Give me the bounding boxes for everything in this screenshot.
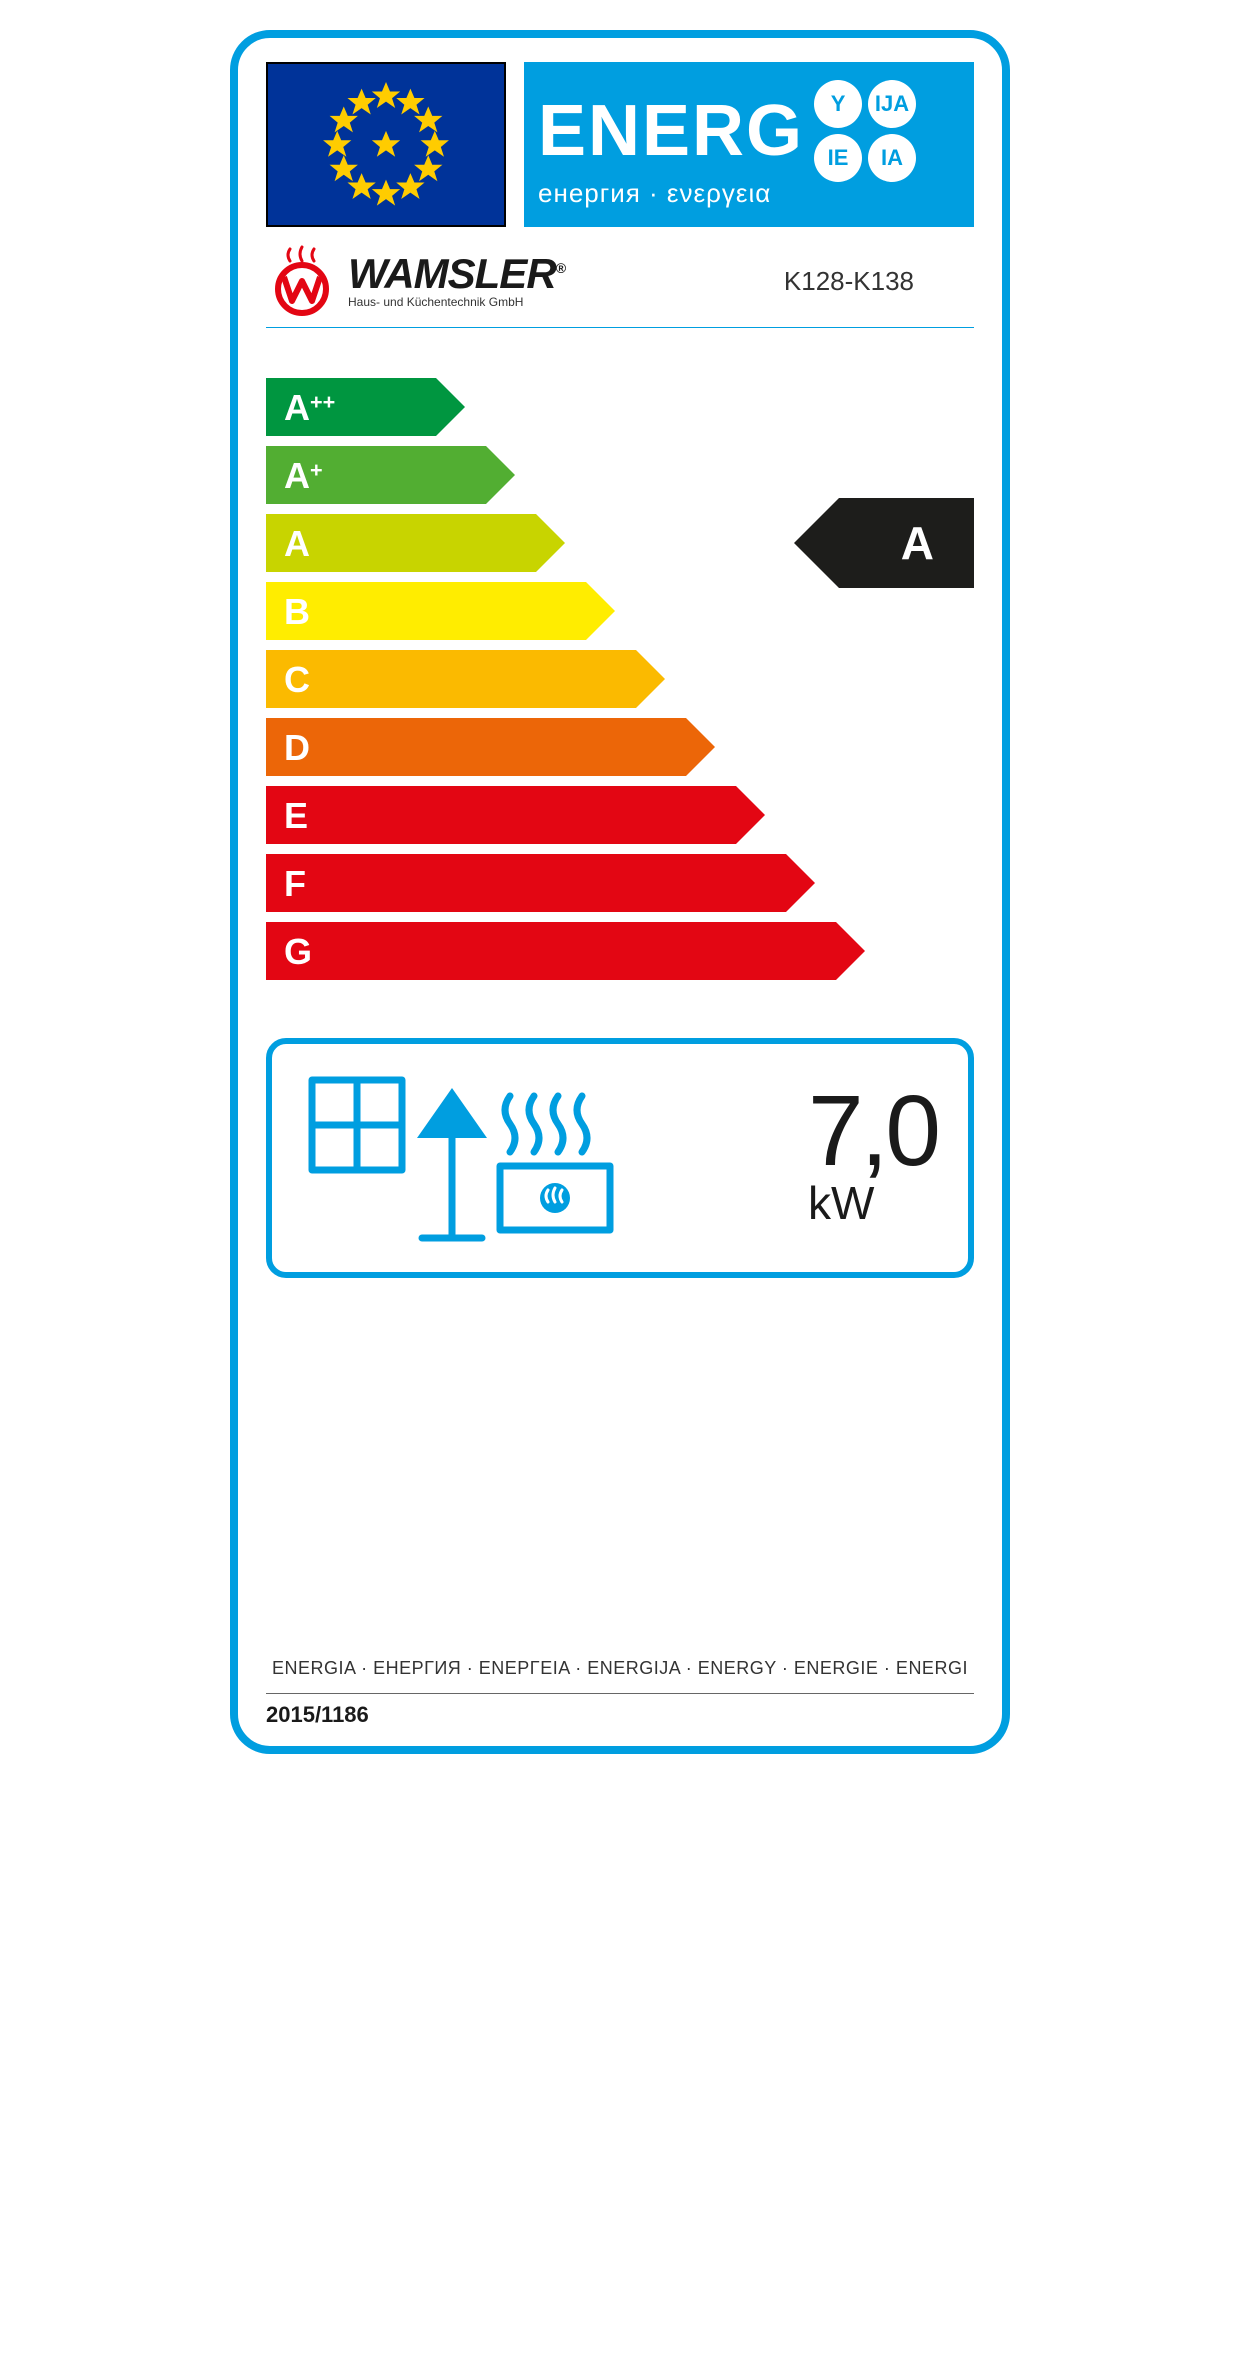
rating-class-letter: A (901, 516, 934, 570)
heating-pictogram (302, 1068, 622, 1248)
supplier-row: WAMSLER® Haus- und Küchentechnik GmbH K1… (266, 245, 974, 328)
power-output-box: 7,0 kW (266, 1038, 974, 1278)
header-row: ENERG Y IJA IE IA енергия · ενεργεια (266, 62, 974, 227)
badge: IE (814, 134, 862, 182)
badge: IJA (868, 80, 916, 128)
energy-label: ENERG Y IJA IE IA енергия · ενεργεια (230, 30, 1010, 1754)
efficiency-bar: B (266, 582, 615, 640)
power-value-block: 7,0 kW (808, 1086, 938, 1230)
rating-class-indicator: A (794, 498, 974, 588)
efficiency-bar: C (266, 650, 665, 708)
power-value: 7,0 (808, 1086, 938, 1176)
efficiency-bar: A (266, 514, 565, 572)
efficiency-bar: A+ (266, 446, 515, 504)
svg-text:B: B (284, 591, 310, 632)
regulation-reference: 2015/1186 (266, 1702, 974, 1728)
efficiency-bar: A++ (266, 378, 465, 436)
language-badges: Y IJA IE IA (814, 80, 916, 182)
energ-subtitle: енергия · ενεργεια (538, 178, 960, 209)
efficiency-bar: E (266, 786, 765, 844)
energ-block: ENERG Y IJA IE IA енергия · ενεργεια (524, 62, 974, 227)
efficiency-bar: G (266, 922, 865, 980)
svg-text:D: D (284, 727, 310, 768)
energ-word: ENERG (538, 95, 804, 167)
wamsler-icon (266, 245, 338, 317)
model-id: K128-K138 (784, 266, 914, 297)
supplier-tagline: Haus- und Küchentechnik GmbH (348, 295, 565, 309)
svg-text:G: G (284, 931, 312, 972)
supplier-name: WAMSLER® (348, 253, 565, 295)
footer-translations: ENERGIA · ЕНЕРГИЯ · ΕΝΕΡΓΕΙΑ · ENERGIJA … (266, 1658, 974, 1679)
svg-text:A: A (284, 523, 310, 564)
efficiency-scale: A A++A+ABCDEFG (266, 378, 974, 998)
eu-flag (266, 62, 506, 227)
badge: Y (814, 80, 862, 128)
supplier-logo: WAMSLER® Haus- und Küchentechnik GmbH (266, 245, 565, 317)
svg-text:F: F (284, 863, 306, 904)
efficiency-bar: F (266, 854, 815, 912)
efficiency-bar: D (266, 718, 715, 776)
svg-text:C: C (284, 659, 310, 700)
svg-text:E: E (284, 795, 308, 836)
badge: IA (868, 134, 916, 182)
footer-divider (266, 1693, 974, 1694)
